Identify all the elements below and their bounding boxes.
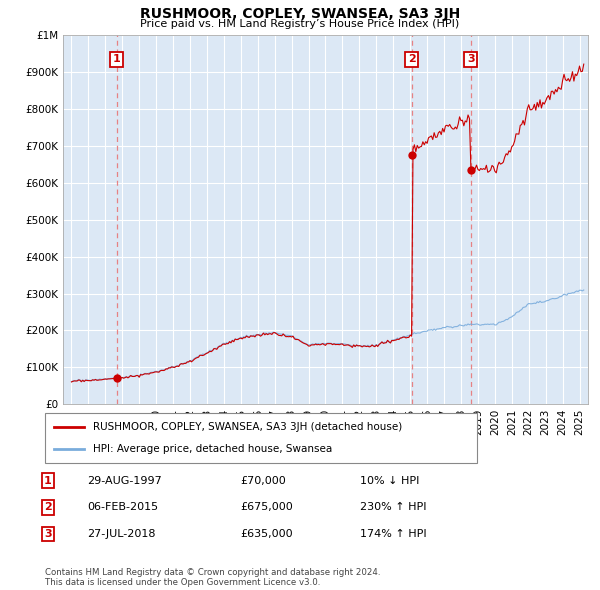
Text: 3: 3 xyxy=(44,529,52,539)
Text: 27-JUL-2018: 27-JUL-2018 xyxy=(87,529,155,539)
Text: RUSHMOOR, COPLEY, SWANSEA, SA3 3JH (detached house): RUSHMOOR, COPLEY, SWANSEA, SA3 3JH (deta… xyxy=(92,422,402,432)
Text: RUSHMOOR, COPLEY, SWANSEA, SA3 3JH: RUSHMOOR, COPLEY, SWANSEA, SA3 3JH xyxy=(140,7,460,21)
Text: 10% ↓ HPI: 10% ↓ HPI xyxy=(360,476,419,486)
Text: £675,000: £675,000 xyxy=(240,503,293,512)
Text: Contains HM Land Registry data © Crown copyright and database right 2024.
This d: Contains HM Land Registry data © Crown c… xyxy=(45,568,380,587)
Text: HPI: Average price, detached house, Swansea: HPI: Average price, detached house, Swan… xyxy=(92,444,332,454)
Text: Price paid vs. HM Land Registry’s House Price Index (HPI): Price paid vs. HM Land Registry’s House … xyxy=(140,19,460,29)
Text: 29-AUG-1997: 29-AUG-1997 xyxy=(87,476,162,486)
Text: 2: 2 xyxy=(408,54,416,64)
Text: 174% ↑ HPI: 174% ↑ HPI xyxy=(360,529,427,539)
FancyBboxPatch shape xyxy=(45,413,477,463)
Text: 1: 1 xyxy=(44,476,52,486)
Text: £70,000: £70,000 xyxy=(240,476,286,486)
Text: 1: 1 xyxy=(113,54,121,64)
Text: 06-FEB-2015: 06-FEB-2015 xyxy=(87,503,158,512)
Text: £635,000: £635,000 xyxy=(240,529,293,539)
Text: 230% ↑ HPI: 230% ↑ HPI xyxy=(360,503,427,512)
Text: 2: 2 xyxy=(44,503,52,512)
Text: 3: 3 xyxy=(467,54,475,64)
